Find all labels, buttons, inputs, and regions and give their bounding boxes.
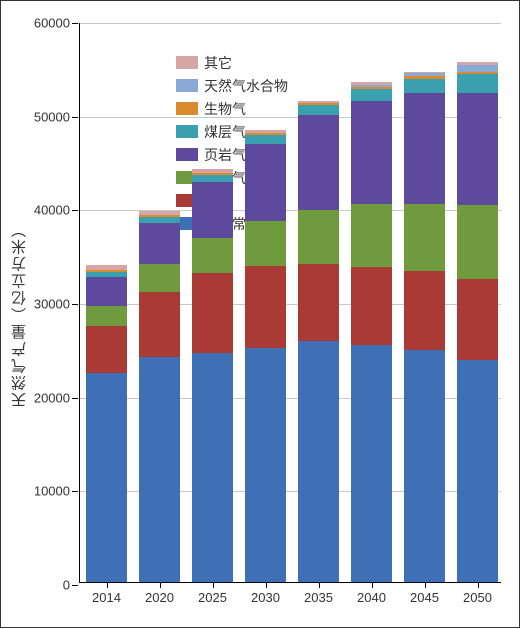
bar-segment-tight <box>351 204 392 268</box>
bar-segment-cbm <box>404 79 445 93</box>
bar <box>457 62 498 582</box>
y-tick <box>72 117 78 118</box>
bar-segment-offshore <box>245 266 286 347</box>
bar-segment-shale <box>298 115 339 211</box>
y-tick-label: 10000 <box>34 484 70 499</box>
bar-segment-offshore <box>86 326 127 373</box>
legend-swatch <box>176 102 198 115</box>
bar-segment-onshore <box>457 360 498 582</box>
legend-swatch <box>176 148 198 161</box>
x-tick-label: 2050 <box>463 590 492 605</box>
y-tick <box>72 210 78 211</box>
y-tick <box>72 491 78 492</box>
bar <box>404 72 445 582</box>
y-tick-label: 0 <box>63 578 70 593</box>
bar-segment-offshore <box>192 273 233 353</box>
bar-segment-cbm <box>245 135 286 143</box>
bar-segment-shale <box>245 144 286 222</box>
x-tick <box>107 582 108 588</box>
bar-segment-cbm <box>298 105 339 114</box>
bar-segment-shale <box>192 182 233 238</box>
bar-segment-onshore <box>298 341 339 582</box>
bar-segment-shale <box>457 93 498 205</box>
y-tick-label: 50000 <box>34 109 70 124</box>
y-tick-label: 30000 <box>34 297 70 312</box>
x-tick <box>213 582 214 588</box>
bar-segment-tight <box>139 264 180 292</box>
bar-segment-offshore <box>457 279 498 360</box>
y-tick <box>72 23 78 24</box>
legend-swatch <box>176 79 198 92</box>
legend-label: 生物气 <box>204 99 246 119</box>
x-tick <box>319 582 320 588</box>
bar <box>139 211 180 582</box>
legend-item-other: 其它 <box>176 51 288 74</box>
bar <box>351 82 392 582</box>
x-tick-label: 2014 <box>92 590 121 605</box>
bar <box>245 130 286 582</box>
x-tick-label: 2020 <box>145 590 174 605</box>
bar <box>192 169 233 582</box>
x-tick-label: 2025 <box>198 590 227 605</box>
bar-segment-shale <box>86 277 127 306</box>
y-axis-label: 天然气产量（亿立方米） <box>9 221 30 408</box>
y-tick <box>72 398 78 399</box>
chart-container: 天然气产量（亿立方米） 其它天然气水合物生物气煤层气页岩气致密气海上陆上常规 0… <box>0 0 520 628</box>
legend-label: 天然气水合物 <box>204 76 288 96</box>
bar-segment-shale <box>139 223 180 263</box>
y-tick <box>72 585 78 586</box>
bar-segment-offshore <box>351 267 392 345</box>
bar <box>298 101 339 582</box>
bar-segment-tight <box>245 221 286 266</box>
legend-label: 其它 <box>204 53 232 73</box>
bar-segment-tight <box>457 205 498 278</box>
bar-segment-onshore <box>404 350 445 582</box>
x-tick <box>372 582 373 588</box>
x-tick-label: 2040 <box>357 590 386 605</box>
bar-segment-onshore <box>245 348 286 582</box>
legend-swatch <box>176 125 198 138</box>
x-tick <box>478 582 479 588</box>
bar-segment-tight <box>404 204 445 271</box>
legend-swatch <box>176 56 198 69</box>
x-tick-label: 2035 <box>304 590 333 605</box>
bar-segment-offshore <box>139 292 180 358</box>
y-tick-label: 40000 <box>34 203 70 218</box>
bar-segment-onshore <box>139 357 180 582</box>
x-tick <box>266 582 267 588</box>
x-tick <box>425 582 426 588</box>
x-tick-label: 2045 <box>410 590 439 605</box>
y-tick-label: 20000 <box>34 390 70 405</box>
bar-segment-onshore <box>86 373 127 582</box>
legend-label: 页岩气 <box>204 145 246 165</box>
bar-segment-offshore <box>298 264 339 341</box>
bar-segment-onshore <box>351 345 392 582</box>
legend-item-hydrate: 天然气水合物 <box>176 74 288 97</box>
bar-segment-shale <box>404 93 445 204</box>
bar-segment-shale <box>351 101 392 204</box>
gridline <box>80 23 501 24</box>
plot-area: 其它天然气水合物生物气煤层气页岩气致密气海上陆上常规 0100002000030… <box>79 23 501 583</box>
legend-label: 煤层气 <box>204 122 246 142</box>
x-tick <box>160 582 161 588</box>
bar-segment-tight <box>298 210 339 264</box>
bar-segment-cbm <box>192 175 233 182</box>
bar-segment-tight <box>86 306 127 327</box>
bar-segment-cbm <box>351 89 392 100</box>
bar-segment-onshore <box>192 353 233 582</box>
bar-segment-tight <box>192 238 233 273</box>
bar-segment-offshore <box>404 271 445 350</box>
y-tick <box>72 304 78 305</box>
y-tick-label: 60000 <box>34 16 70 31</box>
bar-segment-cbm <box>457 74 498 93</box>
bar <box>86 265 127 582</box>
x-tick-label: 2030 <box>251 590 280 605</box>
